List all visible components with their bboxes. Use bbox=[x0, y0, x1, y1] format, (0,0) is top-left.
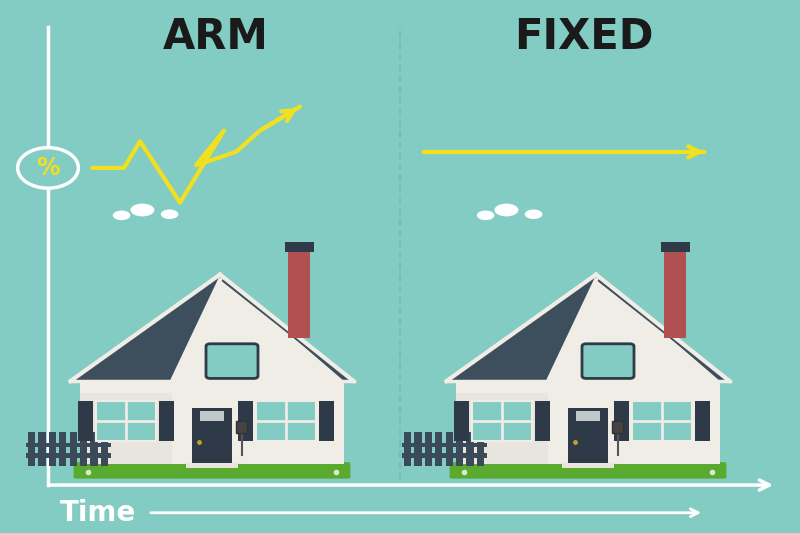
Bar bbox=[26, 443, 111, 447]
Bar bbox=[562, 463, 614, 468]
Bar bbox=[402, 443, 487, 447]
Bar bbox=[28, 432, 35, 466]
Bar bbox=[454, 401, 469, 441]
Circle shape bbox=[18, 148, 78, 188]
Ellipse shape bbox=[161, 209, 178, 219]
Bar bbox=[285, 242, 314, 252]
Ellipse shape bbox=[477, 211, 494, 220]
Bar bbox=[414, 432, 422, 466]
Bar bbox=[78, 401, 93, 441]
Bar bbox=[70, 432, 77, 466]
Bar bbox=[477, 432, 484, 466]
Ellipse shape bbox=[113, 211, 130, 220]
FancyBboxPatch shape bbox=[206, 344, 258, 378]
Bar bbox=[159, 401, 174, 441]
Bar bbox=[200, 411, 224, 421]
Bar bbox=[186, 463, 238, 468]
Bar bbox=[661, 242, 690, 252]
Ellipse shape bbox=[525, 209, 542, 219]
Bar bbox=[319, 401, 334, 441]
Bar bbox=[59, 432, 66, 466]
Bar bbox=[472, 401, 532, 441]
Ellipse shape bbox=[130, 204, 154, 216]
Bar bbox=[695, 401, 710, 441]
FancyBboxPatch shape bbox=[582, 344, 634, 378]
Polygon shape bbox=[220, 274, 354, 381]
Ellipse shape bbox=[494, 204, 518, 216]
Polygon shape bbox=[446, 274, 730, 381]
Bar bbox=[26, 454, 111, 458]
Bar bbox=[80, 432, 87, 466]
Polygon shape bbox=[548, 280, 724, 381]
Text: FIXED: FIXED bbox=[514, 16, 654, 58]
Bar bbox=[96, 401, 156, 441]
Bar bbox=[612, 421, 623, 433]
Bar bbox=[238, 401, 253, 441]
Polygon shape bbox=[446, 274, 596, 381]
Text: ARM: ARM bbox=[163, 16, 269, 58]
Bar bbox=[568, 408, 608, 464]
Bar bbox=[576, 411, 600, 421]
Bar bbox=[632, 401, 692, 441]
FancyBboxPatch shape bbox=[74, 462, 350, 479]
Bar bbox=[446, 432, 453, 466]
Bar bbox=[80, 381, 344, 464]
FancyBboxPatch shape bbox=[450, 462, 726, 479]
Bar bbox=[49, 432, 56, 466]
Bar bbox=[80, 393, 172, 464]
Bar bbox=[192, 408, 232, 464]
Bar bbox=[456, 432, 463, 466]
Polygon shape bbox=[172, 280, 348, 381]
Bar bbox=[614, 401, 629, 441]
Bar bbox=[236, 421, 247, 433]
Bar bbox=[664, 245, 686, 338]
Bar bbox=[456, 381, 720, 464]
Text: %: % bbox=[36, 156, 60, 180]
Bar bbox=[288, 245, 310, 338]
Bar bbox=[101, 432, 108, 466]
Bar bbox=[456, 393, 548, 464]
Bar bbox=[256, 401, 316, 441]
Bar bbox=[38, 432, 46, 466]
Bar bbox=[404, 432, 411, 466]
Polygon shape bbox=[70, 274, 354, 381]
Bar bbox=[466, 432, 474, 466]
Bar bbox=[90, 432, 98, 466]
Bar bbox=[435, 432, 442, 466]
Polygon shape bbox=[70, 274, 220, 381]
Polygon shape bbox=[596, 274, 730, 381]
Bar bbox=[425, 432, 432, 466]
Bar bbox=[402, 454, 487, 458]
Bar bbox=[535, 401, 550, 441]
Text: Time: Time bbox=[60, 499, 136, 527]
